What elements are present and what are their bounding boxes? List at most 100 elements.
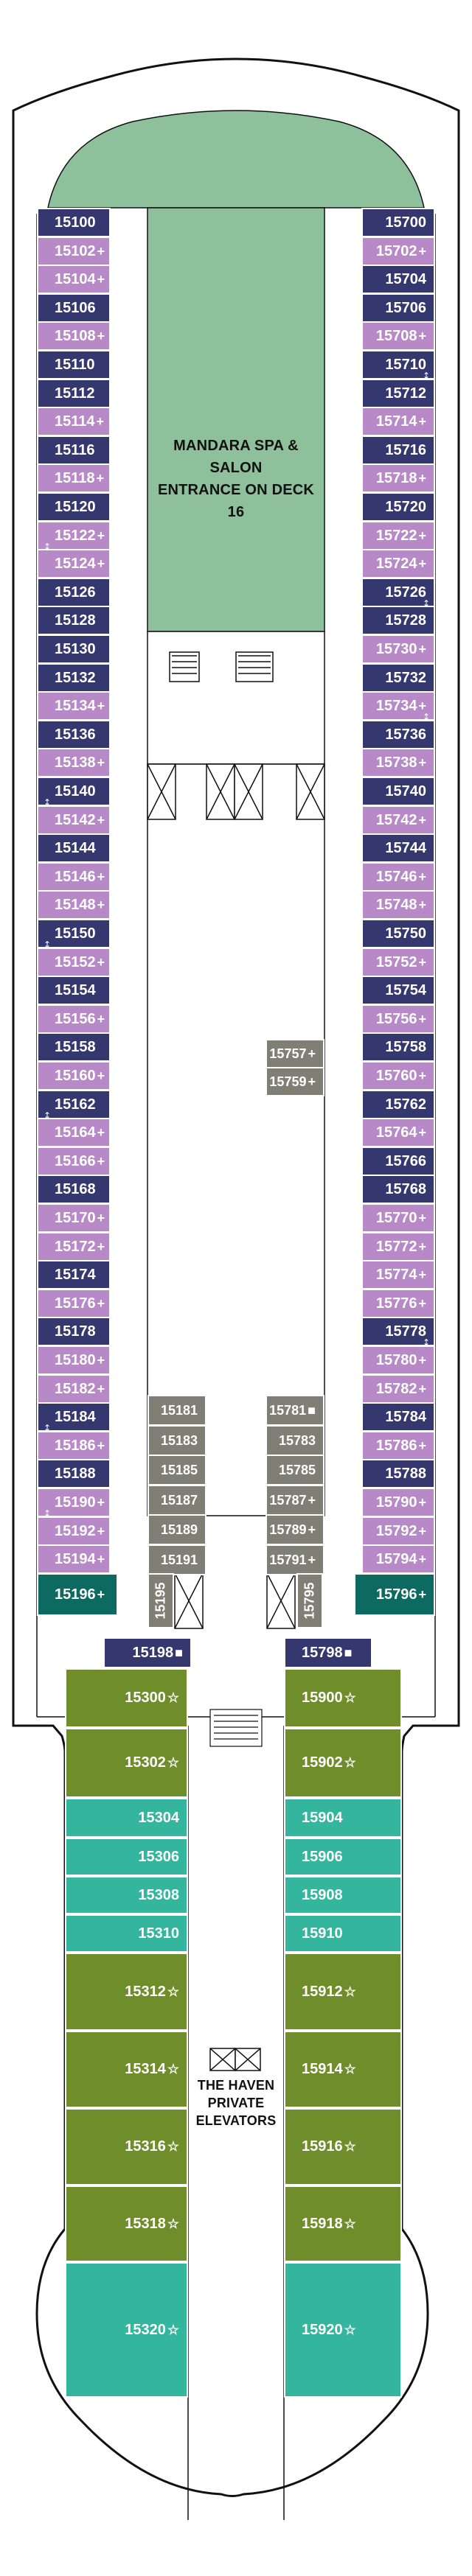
cabin-15900[interactable]: 15900 ☆: [284, 1668, 402, 1728]
cabin-15786[interactable]: 15786 +: [361, 1431, 435, 1460]
cabin-15188[interactable]: 15188: [37, 1459, 111, 1488]
cabin-15742[interactable]: 15742 +: [361, 805, 435, 835]
cabin-15791[interactable]: 15791 +: [266, 1544, 324, 1575]
cabin-15720[interactable]: 15720: [361, 492, 435, 522]
cabin-15138[interactable]: 15138 +: [37, 748, 111, 777]
cabin-15124[interactable]: 15124 +: [37, 549, 111, 578]
cabin-15748[interactable]: 15748 +: [361, 890, 435, 920]
cabin-15192[interactable]: 15192 +: [37, 1516, 111, 1546]
cabin-15906[interactable]: 15906: [284, 1838, 402, 1876]
cabin-15796[interactable]: 15796 +: [354, 1573, 435, 1616]
cabin-15183[interactable]: 15183: [148, 1425, 206, 1456]
cabin-15728[interactable]: 15728: [361, 606, 435, 635]
cabin-15914[interactable]: 15914 ☆: [284, 2031, 402, 2108]
cabin-15172[interactable]: 15172 +: [37, 1232, 111, 1261]
cabin-15126[interactable]: 15126: [37, 578, 111, 607]
cabin-15918[interactable]: 15918 ☆: [284, 2185, 402, 2262]
cabin-15308[interactable]: 15308: [65, 1876, 188, 1914]
cabin-15766[interactable]: 15766: [361, 1147, 435, 1176]
cabin-15758[interactable]: 15758: [361, 1032, 435, 1062]
cabin-15772[interactable]: 15772 +: [361, 1232, 435, 1261]
cabin-15757[interactable]: 15757 +: [266, 1039, 324, 1068]
cabin-15194[interactable]: 15194 +: [37, 1544, 111, 1574]
cabin-15908[interactable]: 15908: [284, 1876, 402, 1914]
cabin-15136[interactable]: 15136: [37, 720, 111, 749]
cabin-15798[interactable]: 15798 ■: [284, 1637, 372, 1668]
cabin-15198[interactable]: 15198 ■: [103, 1637, 192, 1668]
cabin-15196[interactable]: 15196 +: [37, 1573, 118, 1616]
cabin-15170[interactable]: 15170 +: [37, 1203, 111, 1233]
cabin-15736[interactable]: 15736: [361, 720, 435, 749]
cabin-15795[interactable]: 15795: [296, 1573, 323, 1628]
cabin-15718[interactable]: 15718 +: [361, 463, 435, 493]
cabin-15706[interactable]: 15706: [361, 293, 435, 323]
cabin-15774[interactable]: 15774 +: [361, 1260, 435, 1289]
cabin-15794[interactable]: 15794 +: [361, 1544, 435, 1574]
cabin-15708[interactable]: 15708 +: [361, 321, 435, 351]
cabin-15784[interactable]: 15784: [361, 1402, 435, 1432]
cabin-15738[interactable]: 15738 +: [361, 748, 435, 777]
cabin-15312[interactable]: 15312 ☆: [65, 1953, 188, 2031]
cabin-15306[interactable]: 15306: [65, 1838, 188, 1876]
cabin-15187[interactable]: 15187: [148, 1485, 206, 1516]
cabin-15314[interactable]: 15314 ☆: [65, 2031, 188, 2108]
cabin-15108[interactable]: 15108 +: [37, 321, 111, 351]
cabin-15790[interactable]: 15790 +: [361, 1488, 435, 1517]
cabin-15189[interactable]: 15189: [148, 1514, 206, 1545]
cabin-15128[interactable]: 15128: [37, 606, 111, 635]
cabin-15764[interactable]: 15764 +: [361, 1118, 435, 1147]
cabin-15318[interactable]: 15318 ☆: [65, 2185, 188, 2262]
cabin-15304[interactable]: 15304: [65, 1798, 188, 1838]
cabin-15116[interactable]: 15116: [37, 435, 111, 465]
cabin-15732[interactable]: 15732: [361, 663, 435, 693]
cabin-15778[interactable]: 15778: [361, 1317, 435, 1346]
cabin-15776[interactable]: 15776 +: [361, 1289, 435, 1318]
cabin-15716[interactable]: 15716: [361, 435, 435, 465]
cabin-15191[interactable]: 15191: [148, 1544, 206, 1575]
cabin-15920[interactable]: 15920 ☆: [284, 2262, 402, 2398]
cabin-15134[interactable]: 15134 +: [37, 691, 111, 721]
cabin-15186[interactable]: 15186 +: [37, 1431, 111, 1460]
cabin-15904[interactable]: 15904: [284, 1798, 402, 1838]
cabin-15704[interactable]: 15704: [361, 265, 435, 294]
cabin-15154[interactable]: 15154: [37, 976, 111, 1005]
cabin-15140[interactable]: 15140: [37, 777, 111, 806]
cabin-15787[interactable]: 15787 +: [266, 1485, 324, 1516]
cabin-15102[interactable]: 15102 +: [37, 237, 111, 266]
cabin-15152[interactable]: 15152 +: [37, 948, 111, 977]
cabin-15316[interactable]: 15316 ☆: [65, 2108, 188, 2185]
cabin-15164[interactable]: 15164 +: [37, 1118, 111, 1147]
cabin-15184[interactable]: 15184: [37, 1402, 111, 1432]
cabin-15783[interactable]: 15783: [266, 1425, 324, 1456]
cabin-15100[interactable]: 15100: [37, 208, 111, 237]
cabin-15142[interactable]: 15142 +: [37, 805, 111, 835]
cabin-15190[interactable]: 15190 +: [37, 1488, 111, 1517]
cabin-15714[interactable]: 15714 +: [361, 407, 435, 436]
cabin-15112[interactable]: 15112: [37, 379, 111, 408]
cabin-15310[interactable]: 15310: [65, 1914, 188, 1953]
cabin-15756[interactable]: 15756 +: [361, 1004, 435, 1034]
cabin-15118[interactable]: 15118 +: [37, 463, 111, 493]
cabin-15130[interactable]: 15130: [37, 634, 111, 664]
cabin-15146[interactable]: 15146 +: [37, 862, 111, 892]
cabin-15910[interactable]: 15910: [284, 1914, 402, 1953]
cabin-15180[interactable]: 15180 +: [37, 1345, 111, 1375]
cabin-15712[interactable]: 15712: [361, 379, 435, 408]
cabin-15120[interactable]: 15120: [37, 492, 111, 522]
cabin-15744[interactable]: 15744: [361, 833, 435, 863]
cabin-15176[interactable]: 15176 +: [37, 1289, 111, 1318]
cabin-15782[interactable]: 15782 +: [361, 1374, 435, 1404]
cabin-15746[interactable]: 15746 +: [361, 862, 435, 892]
cabin-15114[interactable]: 15114 +: [37, 407, 111, 436]
cabin-15780[interactable]: 15780 +: [361, 1345, 435, 1375]
cabin-15770[interactable]: 15770 +: [361, 1203, 435, 1233]
cabin-15788[interactable]: 15788: [361, 1459, 435, 1488]
cabin-15106[interactable]: 15106: [37, 293, 111, 323]
cabin-15760[interactable]: 15760 +: [361, 1061, 435, 1091]
cabin-15162[interactable]: 15162: [37, 1090, 111, 1119]
cabin-15185[interactable]: 15185: [148, 1455, 206, 1485]
cabin-15158[interactable]: 15158: [37, 1032, 111, 1062]
cabin-15320[interactable]: 15320 ☆: [65, 2262, 188, 2398]
cabin-15789[interactable]: 15789 +: [266, 1514, 324, 1545]
cabin-15785[interactable]: 15785: [266, 1455, 324, 1485]
